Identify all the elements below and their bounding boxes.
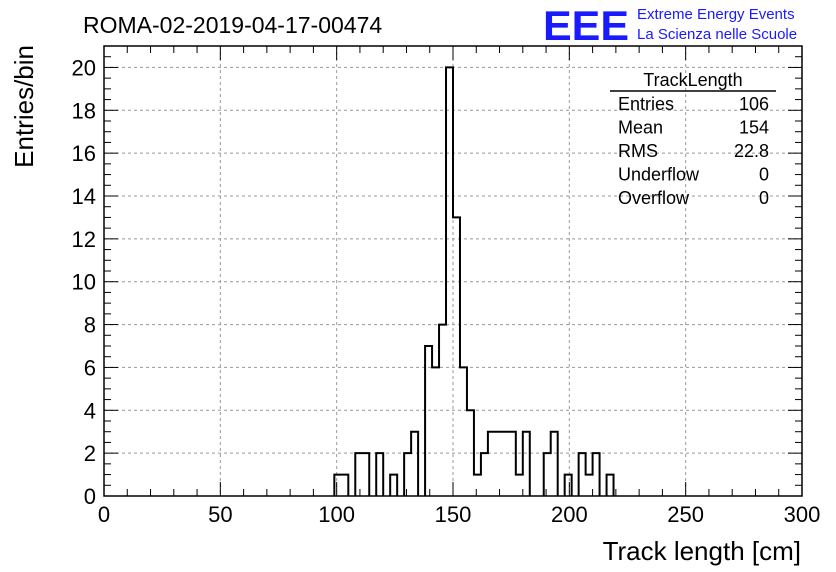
y-tick-label: 4 — [84, 398, 96, 423]
y-tick-label: 6 — [84, 355, 96, 380]
histogram-bin — [411, 432, 418, 496]
x-axis-label: Track length [cm] — [603, 536, 801, 566]
eee-logo: EEE Extreme Energy Events La Scienza nel… — [543, 2, 797, 49]
histogram-bin — [460, 367, 467, 496]
histogram-bin — [341, 475, 348, 496]
y-tick-label: 20 — [72, 55, 96, 80]
eee-logo-line1: Extreme Energy Events — [637, 6, 795, 23]
histogram-bin — [565, 475, 572, 496]
histogram-bin — [390, 475, 397, 496]
stats-row-label: Overflow — [618, 188, 690, 208]
stats-box: TrackLength Entries 106 Mean 154 RMS 22.8 Unde… — [610, 70, 776, 208]
histogram-bin — [516, 475, 523, 496]
histogram-bin — [586, 475, 593, 496]
stats-rows: Entries 106 Mean 154 RMS 22.8 Underflow 0 Overfl… — [618, 94, 769, 208]
histogram-bin — [523, 432, 530, 496]
histogram-outline — [333, 66, 615, 496]
x-tick-label: 100 — [318, 502, 355, 527]
y-tick-label: 14 — [72, 184, 96, 209]
histogram-bin — [593, 453, 600, 496]
x-tick-label: 0 — [98, 502, 110, 527]
histogram-bin — [544, 453, 551, 496]
histogram-bin — [481, 453, 488, 496]
stats-row-value: 106 — [739, 94, 769, 114]
histogram-bin — [404, 453, 411, 496]
stats-row-label: Entries — [618, 94, 674, 114]
histogram-bin — [376, 453, 383, 496]
x-tick-label: 150 — [435, 502, 472, 527]
y-tick-label: 12 — [72, 227, 96, 252]
histogram-bin — [551, 432, 558, 496]
y-tick-label: 2 — [84, 441, 96, 466]
x-tick-label: 200 — [551, 502, 588, 527]
histogram-bin — [495, 432, 502, 496]
histogram-bin — [432, 367, 439, 496]
histogram-bin — [474, 475, 481, 496]
histogram-bin — [334, 475, 341, 496]
histogram-bin — [509, 432, 516, 496]
stats-row-value: 154 — [739, 118, 769, 138]
stats-row-value: 0 — [759, 188, 769, 208]
stats-row-value: 22.8 — [734, 141, 769, 161]
plot-frame — [103, 45, 803, 497]
histogram-bin — [362, 453, 369, 496]
histogram-bin — [607, 475, 614, 496]
stats-row-value: 0 — [759, 165, 769, 185]
stats-row-label: Mean — [618, 118, 663, 138]
histogram-bin — [425, 346, 432, 496]
stats-title: TrackLength — [643, 70, 742, 90]
x-tick-label: 50 — [208, 502, 232, 527]
run-title: ROMA-02-2019-04-17-00474 — [83, 12, 382, 38]
y-tick-label: 0 — [84, 484, 96, 509]
tick-labels: 0 50 100 150 200 250 300 0 2 4 6 8 10 12 14 16 18 20 — [72, 55, 821, 527]
y-tick-label: 18 — [72, 98, 96, 123]
y-tick-label: 10 — [72, 270, 96, 295]
x-tick-label: 250 — [667, 502, 704, 527]
eee-logo-mark: EEE — [543, 2, 629, 49]
histogram-bin — [355, 453, 362, 496]
histogram-bin — [488, 432, 495, 496]
eee-logo-line2: La Scienza nelle Scuole — [637, 26, 797, 43]
y-tick-label: 8 — [84, 313, 96, 338]
stats-row-label: Underflow — [618, 165, 700, 185]
y-axis-label: Entries/bin — [9, 45, 39, 168]
histogram-bin — [579, 453, 586, 496]
y-tick-label: 16 — [72, 141, 96, 166]
stats-row-label: RMS — [618, 141, 658, 161]
histogram-bin — [453, 217, 460, 496]
histogram-bin — [502, 432, 509, 496]
x-tick-label: 300 — [784, 502, 821, 527]
